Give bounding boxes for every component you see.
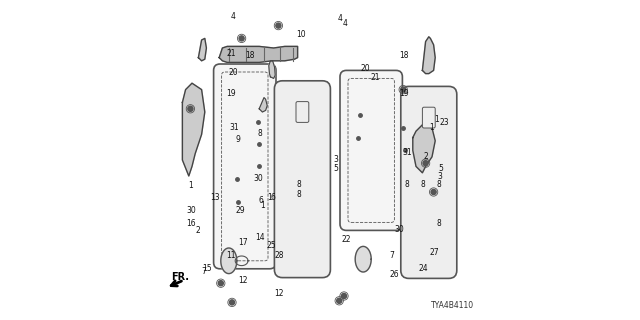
Text: 5: 5 bbox=[438, 164, 444, 173]
Text: 8: 8 bbox=[296, 180, 301, 189]
Text: 15: 15 bbox=[202, 264, 212, 273]
Text: 29: 29 bbox=[236, 206, 246, 215]
Text: 14: 14 bbox=[255, 233, 265, 242]
Text: 2: 2 bbox=[424, 152, 429, 161]
Polygon shape bbox=[355, 246, 371, 272]
Circle shape bbox=[276, 23, 281, 28]
Text: 8: 8 bbox=[437, 180, 442, 189]
Polygon shape bbox=[259, 98, 268, 112]
FancyBboxPatch shape bbox=[275, 81, 330, 277]
Text: 31: 31 bbox=[402, 148, 412, 157]
Text: 8: 8 bbox=[258, 129, 262, 138]
Text: 4: 4 bbox=[342, 19, 348, 28]
Text: 8: 8 bbox=[405, 180, 410, 189]
Text: 6: 6 bbox=[259, 196, 263, 205]
Text: 5: 5 bbox=[333, 164, 338, 173]
Polygon shape bbox=[198, 38, 206, 61]
Circle shape bbox=[230, 300, 235, 305]
Text: 27: 27 bbox=[429, 248, 440, 257]
Text: 8: 8 bbox=[437, 219, 442, 228]
Text: 1: 1 bbox=[260, 201, 265, 210]
Text: 11: 11 bbox=[227, 251, 236, 260]
Text: 22: 22 bbox=[342, 235, 351, 244]
Text: 20: 20 bbox=[228, 68, 238, 77]
Circle shape bbox=[218, 281, 223, 286]
Text: 1: 1 bbox=[189, 181, 193, 190]
Text: 20: 20 bbox=[360, 64, 371, 73]
Circle shape bbox=[401, 87, 406, 92]
Text: 1: 1 bbox=[434, 115, 438, 124]
Text: 19: 19 bbox=[226, 89, 236, 98]
FancyBboxPatch shape bbox=[214, 64, 276, 269]
Text: 30: 30 bbox=[186, 206, 196, 215]
Text: 16: 16 bbox=[186, 219, 196, 228]
Text: 8: 8 bbox=[421, 180, 426, 189]
Polygon shape bbox=[422, 37, 435, 74]
Text: 18: 18 bbox=[399, 51, 408, 60]
Text: 21: 21 bbox=[371, 73, 380, 82]
Text: 12: 12 bbox=[238, 276, 247, 285]
Text: 9: 9 bbox=[236, 135, 240, 144]
Text: 3: 3 bbox=[333, 155, 338, 164]
Text: 12: 12 bbox=[275, 289, 284, 298]
Text: 7: 7 bbox=[389, 251, 394, 260]
Circle shape bbox=[423, 161, 428, 166]
Text: 2: 2 bbox=[195, 226, 200, 235]
Polygon shape bbox=[182, 83, 205, 176]
Text: 1: 1 bbox=[429, 123, 434, 132]
Text: 7: 7 bbox=[202, 268, 207, 276]
Text: 25: 25 bbox=[266, 241, 276, 250]
Text: 8: 8 bbox=[296, 190, 301, 199]
Text: 3: 3 bbox=[437, 172, 442, 181]
Polygon shape bbox=[221, 248, 237, 274]
Text: 6: 6 bbox=[271, 193, 275, 202]
Polygon shape bbox=[413, 125, 435, 173]
Text: 21: 21 bbox=[227, 49, 236, 58]
Text: 26: 26 bbox=[389, 270, 399, 279]
FancyBboxPatch shape bbox=[340, 70, 403, 230]
Text: 30: 30 bbox=[253, 174, 264, 183]
Text: 23: 23 bbox=[439, 118, 449, 127]
FancyBboxPatch shape bbox=[422, 107, 435, 128]
Text: 10: 10 bbox=[296, 30, 307, 39]
Text: 28: 28 bbox=[275, 252, 284, 260]
Text: 31: 31 bbox=[229, 123, 239, 132]
Text: 24: 24 bbox=[418, 264, 428, 273]
Text: 17: 17 bbox=[237, 238, 248, 247]
Polygon shape bbox=[269, 61, 275, 78]
Text: 4: 4 bbox=[337, 14, 342, 23]
Text: 18: 18 bbox=[246, 51, 255, 60]
Text: 19: 19 bbox=[399, 89, 409, 98]
Text: 30: 30 bbox=[394, 225, 404, 234]
Text: 13: 13 bbox=[210, 193, 220, 202]
Circle shape bbox=[342, 293, 347, 299]
Circle shape bbox=[188, 106, 193, 111]
Circle shape bbox=[337, 298, 342, 303]
Text: FR.: FR. bbox=[171, 272, 189, 282]
FancyBboxPatch shape bbox=[296, 102, 308, 123]
Text: 4: 4 bbox=[230, 12, 236, 21]
FancyBboxPatch shape bbox=[401, 86, 457, 278]
Text: TYA4B4110: TYA4B4110 bbox=[431, 301, 474, 310]
Polygon shape bbox=[219, 46, 298, 62]
Circle shape bbox=[239, 36, 244, 41]
Text: 1: 1 bbox=[268, 193, 272, 202]
Circle shape bbox=[431, 189, 436, 195]
